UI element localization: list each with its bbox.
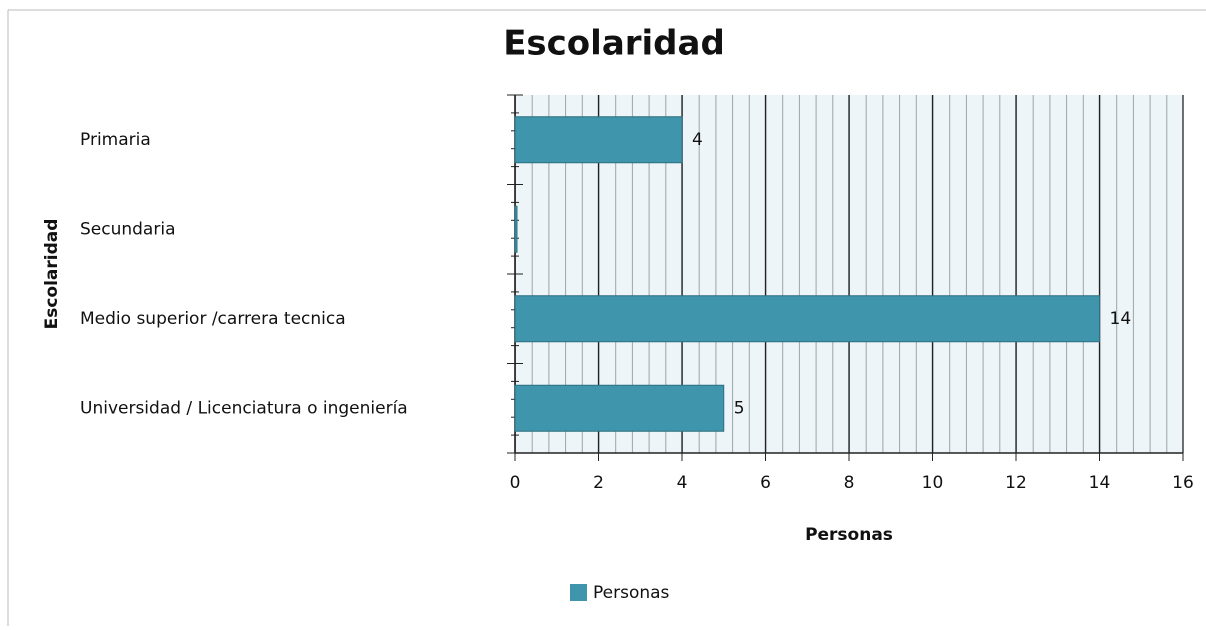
bar <box>514 205 518 253</box>
bar <box>514 384 725 432</box>
legend-swatch <box>570 584 587 601</box>
y-tick-label: Primaria <box>80 130 151 150</box>
x-tick-label: 4 <box>677 473 688 493</box>
y-tick-label: Secundaria <box>80 219 175 239</box>
x-tick-label: 6 <box>760 473 771 493</box>
x-tick-label: 10 <box>922 473 944 493</box>
x-axis-label: Personas <box>805 525 893 545</box>
data-label: 14 <box>1110 309 1132 329</box>
y-axis-label: Escolaridad <box>42 219 62 330</box>
data-label: 5 <box>734 398 745 418</box>
x-tick-label: 0 <box>510 473 521 493</box>
x-tick-label: 8 <box>844 473 855 493</box>
y-tick-label: Medio superior /carrera tecnica <box>80 309 346 329</box>
data-label: 4 <box>692 130 703 150</box>
x-tick-label: 2 <box>593 473 604 493</box>
x-tick-label: 14 <box>1089 473 1111 493</box>
legend-label: Personas <box>593 583 670 603</box>
bar <box>514 116 683 164</box>
chart-title: Escolaridad <box>503 24 725 64</box>
x-tick-label: 12 <box>1005 473 1027 493</box>
x-tick-label: 16 <box>1172 473 1194 493</box>
bar <box>514 295 1100 343</box>
y-tick-label: Universidad / Licenciatura o ingeniería <box>80 398 408 418</box>
